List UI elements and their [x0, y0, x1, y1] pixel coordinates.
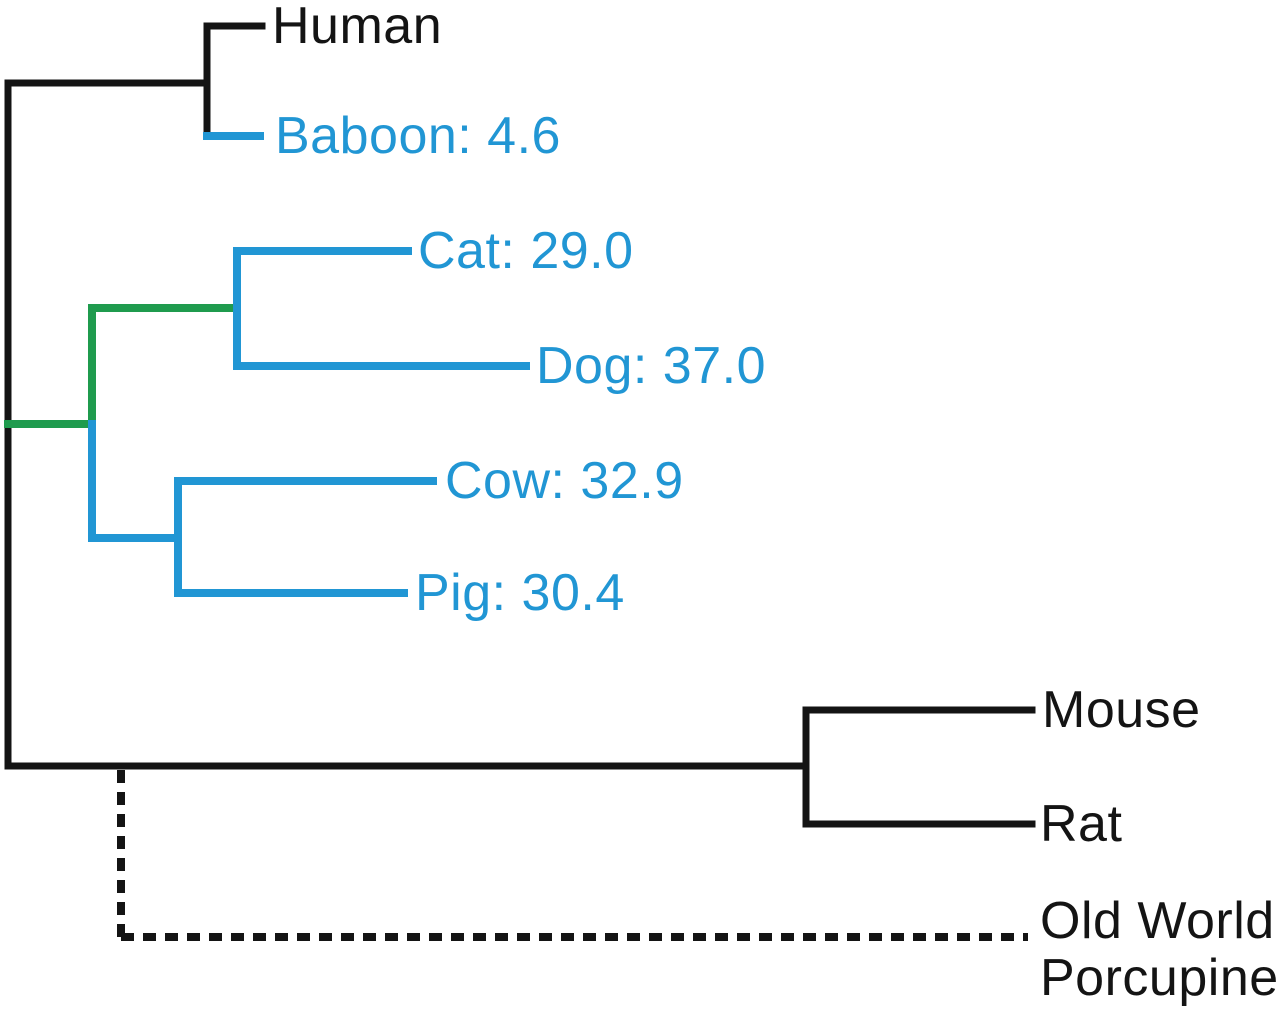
taxon-label-dog: Dog: 37.0 — [536, 337, 766, 395]
taxon-label-pig: Pig: 30.4 — [415, 564, 625, 622]
taxon-label-old-world-porcupine-line2: Porcupine — [1040, 949, 1279, 1007]
taxon-label-baboon: Baboon: 4.6 — [275, 107, 561, 165]
taxon-label-mouse: Mouse — [1042, 681, 1201, 739]
taxon-label-cat: Cat: 29.0 — [418, 222, 634, 280]
taxon-label-old-world-porcupine-line1: Old World — [1040, 892, 1275, 950]
taxon-label-old-world-porcupine: Old World Porcupine — [1040, 893, 1279, 1007]
taxon-label-rat: Rat — [1040, 795, 1123, 853]
taxon-label-human: Human — [272, 0, 443, 55]
taxon-label-cow: Cow: 32.9 — [445, 452, 684, 510]
